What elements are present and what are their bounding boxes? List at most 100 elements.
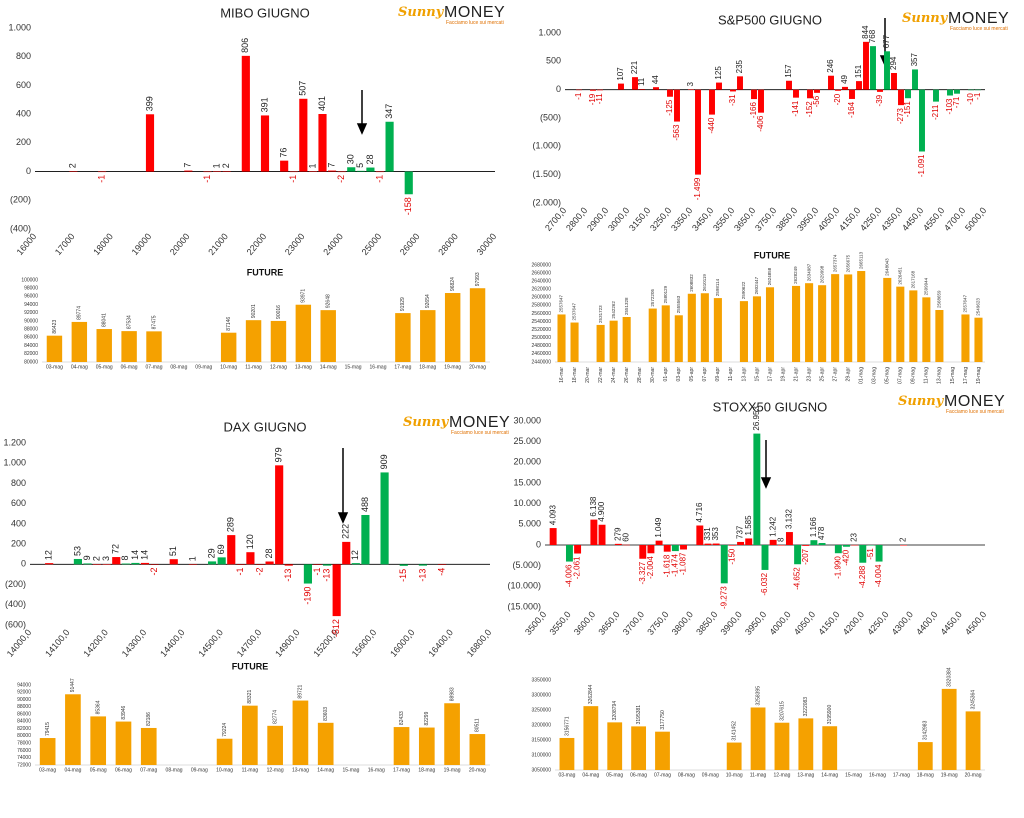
value-label: 2665113 xyxy=(858,251,863,269)
x-tick-label: 11-apr xyxy=(728,367,734,381)
x-tick-label: 18-mar xyxy=(572,367,578,383)
bar xyxy=(73,558,82,565)
x-tick-label: 18000 xyxy=(91,231,115,257)
value-label: -406 xyxy=(756,115,765,132)
chart-title: FUTURE xyxy=(232,661,269,671)
bar xyxy=(242,705,258,765)
bar xyxy=(241,55,250,172)
x-tick-label: 08-mag xyxy=(678,772,695,778)
x-tick-label: 03-mag xyxy=(558,772,575,778)
bar xyxy=(469,288,486,362)
bar xyxy=(761,545,769,570)
value-label: 23 xyxy=(850,532,859,541)
bar xyxy=(667,89,673,97)
bar xyxy=(891,73,897,90)
value-label: 2599944 xyxy=(924,277,929,295)
bar xyxy=(565,545,573,562)
logo-word: MONEY xyxy=(444,4,505,21)
x-tick-label: 04-mag xyxy=(71,364,88,370)
bar xyxy=(863,41,869,90)
value-label: 96824 xyxy=(450,277,456,291)
x-tick-label: 28000 xyxy=(436,231,460,257)
x-tick-label: 18-mag xyxy=(917,772,934,778)
bar xyxy=(469,734,486,765)
bar xyxy=(661,305,670,362)
x-tick-label: 23000 xyxy=(283,231,307,257)
x-tick-label: 3550,0 xyxy=(547,609,572,637)
value-label: 1 xyxy=(211,163,221,168)
bar xyxy=(905,89,911,99)
bar xyxy=(393,727,410,765)
value-label: 82774 xyxy=(272,710,278,724)
bar xyxy=(347,167,356,172)
value-label: -10 xyxy=(966,93,975,105)
value-label: 90016 xyxy=(276,305,282,319)
value-label: 4.093 xyxy=(548,505,557,526)
x-tick-label: 20-mag xyxy=(965,772,982,778)
bar xyxy=(851,544,859,546)
value-label: 4.716 xyxy=(695,502,704,523)
x-tick-label: 12-mag xyxy=(267,767,284,773)
x-tick-label: 2800,0 xyxy=(564,205,589,233)
bar xyxy=(695,89,701,175)
y-tick-label: 3300000 xyxy=(532,692,552,698)
x-tick-label: 17-apr xyxy=(767,367,773,382)
y-tick-label: 74000 xyxy=(17,755,31,761)
x-tick-label: 09-mag xyxy=(702,772,719,778)
value-label: -158 xyxy=(403,197,413,215)
x-tick-label: 15-mag xyxy=(950,367,956,384)
chart: DAX GIUGNO 1.200 1.000 800 600 400 200 0 (200) (4… xyxy=(3,419,493,658)
x-tick-label: 01-mag xyxy=(859,367,865,384)
bar xyxy=(342,541,351,565)
value-label: -4.288 xyxy=(858,565,867,588)
value-label: 3320384 xyxy=(946,667,952,687)
bar xyxy=(351,563,360,565)
bar xyxy=(857,271,866,362)
x-tick-label: 08-mag xyxy=(166,767,183,773)
y-tick-label: 500 xyxy=(546,56,561,66)
value-label: 88983 xyxy=(449,687,455,701)
value-label: 3262844 xyxy=(588,684,594,704)
bar xyxy=(805,283,814,362)
x-tick-label: 07-mag xyxy=(140,767,157,773)
x-tick-label: 08-mag xyxy=(170,364,187,370)
chart: 3050000 3100000 3150000 3200000 3250000 33000… xyxy=(532,667,985,778)
bar xyxy=(574,545,582,554)
bar xyxy=(583,706,599,770)
bar xyxy=(337,171,346,173)
bar xyxy=(674,89,680,122)
x-tick-label: 4550,0 xyxy=(921,205,946,233)
x-tick-label: 3900,0 xyxy=(719,609,744,637)
y-tick-label: 98000 xyxy=(24,286,38,292)
bar xyxy=(222,171,231,172)
x-tick-label: 19-mag xyxy=(976,367,982,384)
bar xyxy=(716,82,722,90)
bar xyxy=(954,89,960,94)
y-tick-label: 800 xyxy=(11,478,26,488)
bar xyxy=(317,722,334,765)
y-tick-label: 2500000 xyxy=(532,335,552,341)
value-label: 79224 xyxy=(222,723,228,737)
x-tick-label: 12-mag xyxy=(773,772,790,778)
bar xyxy=(639,89,645,90)
bar xyxy=(146,331,162,362)
bar xyxy=(260,115,270,172)
value-label: 83603 xyxy=(323,707,329,721)
value-label: 401 xyxy=(317,96,327,111)
y-tick-label: 2580000 xyxy=(532,303,552,309)
y-tick-label: (15.000) xyxy=(507,601,541,611)
value-label: 2537647 xyxy=(572,303,577,321)
value-label: 91929 xyxy=(400,297,406,311)
bar xyxy=(807,89,813,99)
bar xyxy=(380,472,389,565)
value-label: -1 xyxy=(288,175,298,183)
y-tick-label: 600 xyxy=(11,498,26,508)
value-label: 399 xyxy=(144,96,154,111)
y-tick-label: (5.000) xyxy=(512,560,541,570)
value-label: -51 xyxy=(866,548,875,560)
value-label: 3 xyxy=(101,556,111,561)
value-label: 507 xyxy=(298,81,308,96)
bar xyxy=(947,89,953,96)
bar xyxy=(765,287,775,362)
bar xyxy=(917,742,933,770)
